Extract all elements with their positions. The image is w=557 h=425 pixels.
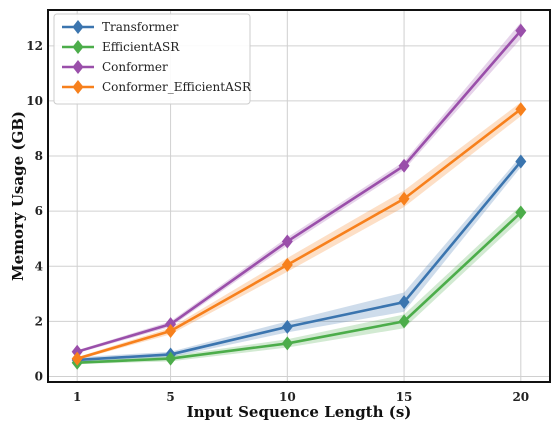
y-tick-label: 10 <box>26 94 43 108</box>
x-tick-label: 20 <box>512 390 529 404</box>
legend: Transformer EfficientASR Conformer Conforme… <box>53 13 252 105</box>
legend-label: EfficientASR <box>102 40 180 54</box>
legend-marker <box>72 80 84 94</box>
x-tick-label: 10 <box>279 390 296 404</box>
data-point-marker <box>398 295 410 310</box>
y-tick-label: 6 <box>35 204 43 218</box>
x-axis-title: Input Sequence Length (s) <box>187 403 412 421</box>
confidence-bands <box>77 22 521 365</box>
legend-label: Conformer <box>102 60 168 74</box>
legend-box <box>53 13 251 105</box>
data-point-marker <box>165 351 177 366</box>
y-axis-title: Memory Usage (GB) <box>9 111 27 281</box>
y-tick-label: 4 <box>35 259 43 273</box>
data-point-marker <box>281 257 293 272</box>
x-tick-label: 5 <box>166 390 174 404</box>
data-point-marker <box>281 234 293 249</box>
confidence-band <box>77 156 521 363</box>
data-point-marker <box>398 191 410 206</box>
legend-marker <box>72 60 84 74</box>
data-point-marker <box>71 351 83 366</box>
grid-lines <box>48 10 550 382</box>
y-axis-ticks: 0 2 4 6 8 10 12 <box>26 39 43 384</box>
legend-marker <box>72 20 84 34</box>
y-tick-label: 12 <box>26 39 43 53</box>
legend-label: Transformer <box>102 20 179 34</box>
data-point-marker <box>281 336 293 351</box>
data-point-marker <box>515 102 527 117</box>
data-point-marker <box>398 314 410 329</box>
x-axis-ticks: 1 5 10 15 20 <box>73 390 529 404</box>
x-tick-label: 15 <box>396 390 413 404</box>
data-point-marker <box>398 158 410 173</box>
y-tick-label: 8 <box>35 149 43 163</box>
data-point-marker <box>515 154 527 169</box>
legend-marker <box>72 40 84 54</box>
x-tick-label: 1 <box>73 390 81 404</box>
y-tick-label: 2 <box>35 314 43 328</box>
legend-label: Conformer_EfficientASR <box>102 80 252 94</box>
data-point-marker <box>515 23 527 38</box>
data-point-marker <box>165 324 177 339</box>
y-tick-label: 0 <box>35 369 43 383</box>
plot-frame <box>47 9 551 383</box>
data-point-marker <box>281 319 293 334</box>
data-point-marker <box>515 205 527 220</box>
series-markers <box>71 23 527 370</box>
